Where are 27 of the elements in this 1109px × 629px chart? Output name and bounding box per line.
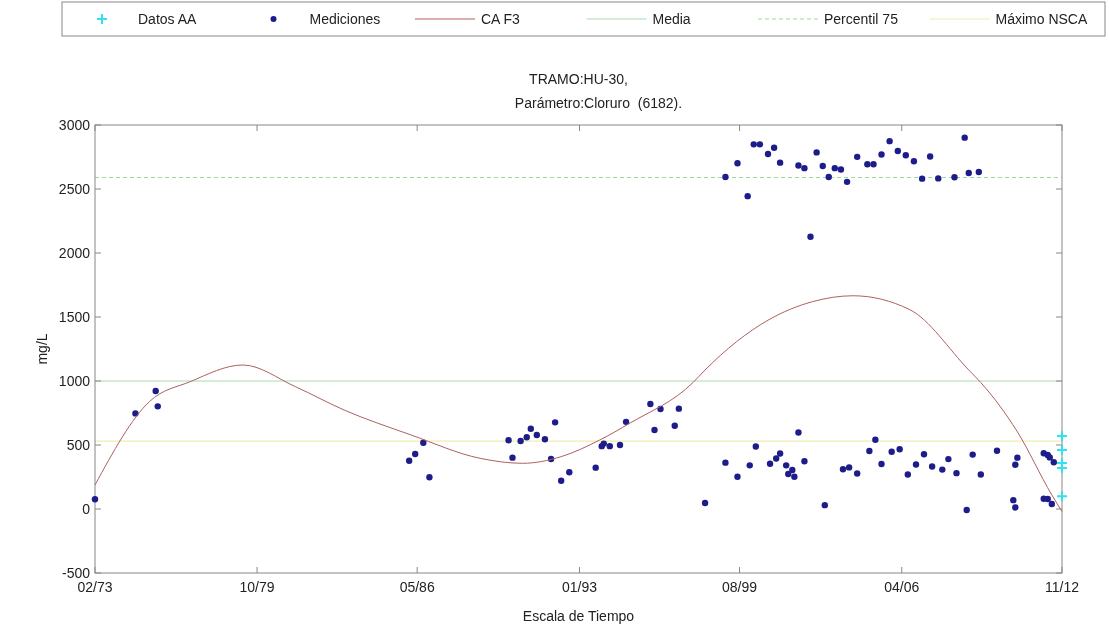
y-tick-label: 1500 (58, 309, 91, 325)
legend-label: Máximo NSCA (995, 11, 1088, 27)
y-tick-label: 1000 (58, 373, 91, 389)
x-tick-label: 11/12 (1045, 579, 1080, 595)
legend-label: Media (652, 11, 691, 27)
x-tick-label: 01/93 (561, 579, 598, 595)
y-tick-label: 2000 (58, 245, 91, 261)
chart-title: TRAMO:HU-30, (529, 71, 628, 87)
chart-subtitle: Parámetro:Cloruro (6182). (514, 95, 683, 111)
legend-label: CA F3 (481, 11, 521, 27)
y-tick-label: 500 (66, 437, 91, 453)
line-series (94, 295, 1063, 513)
x-axis-title: Escala de Tiempo (522, 608, 635, 624)
point (1056, 490, 1068, 503)
x-tick-label: 02/73 (77, 579, 113, 595)
x-tick-label: 04/06 (884, 579, 920, 595)
y-tick-label: 0 (82, 501, 91, 517)
legend-label: Percentil 75 (824, 11, 899, 27)
legend-label: Mediciones (309, 11, 381, 27)
y-tick-label: -500 (61, 565, 91, 581)
legend-label: Datos AA (138, 11, 198, 27)
x-tick-label: 08/99 (722, 579, 758, 595)
x-tick-label: 05/86 (399, 579, 435, 595)
y-tick-label: 3000 (58, 117, 91, 133)
y-tick-label: 2500 (58, 181, 91, 197)
y-axis-title: mg/L (34, 333, 50, 365)
x-tick-label: 10/79 (239, 579, 275, 595)
